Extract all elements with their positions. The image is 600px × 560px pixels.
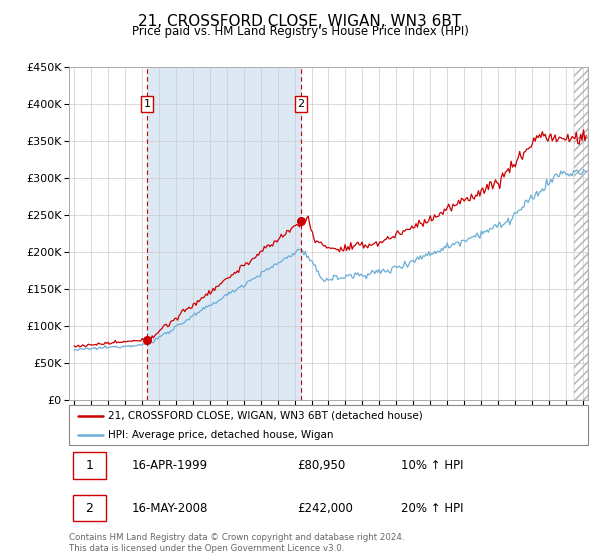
Text: £80,950: £80,950 — [298, 459, 346, 473]
Text: 16-APR-1999: 16-APR-1999 — [131, 459, 208, 473]
Text: 21, CROSSFORD CLOSE, WIGAN, WN3 6BT: 21, CROSSFORD CLOSE, WIGAN, WN3 6BT — [139, 14, 461, 29]
Text: 2: 2 — [86, 502, 94, 515]
Bar — [147, 67, 301, 400]
Text: 1: 1 — [86, 459, 94, 473]
FancyBboxPatch shape — [73, 452, 106, 479]
Text: Price paid vs. HM Land Registry's House Price Index (HPI): Price paid vs. HM Land Registry's House … — [131, 25, 469, 38]
Text: 10% ↑ HPI: 10% ↑ HPI — [401, 459, 464, 473]
Text: 2: 2 — [298, 99, 305, 109]
Text: 1: 1 — [143, 99, 151, 109]
Text: HPI: Average price, detached house, Wigan: HPI: Average price, detached house, Wiga… — [108, 430, 334, 440]
FancyBboxPatch shape — [73, 494, 106, 521]
Text: Contains HM Land Registry data © Crown copyright and database right 2024.
This d: Contains HM Land Registry data © Crown c… — [69, 533, 404, 553]
Text: 21, CROSSFORD CLOSE, WIGAN, WN3 6BT (detached house): 21, CROSSFORD CLOSE, WIGAN, WN3 6BT (det… — [108, 411, 422, 421]
Text: £242,000: £242,000 — [298, 502, 353, 515]
Text: 16-MAY-2008: 16-MAY-2008 — [131, 502, 208, 515]
Text: 20% ↑ HPI: 20% ↑ HPI — [401, 502, 464, 515]
